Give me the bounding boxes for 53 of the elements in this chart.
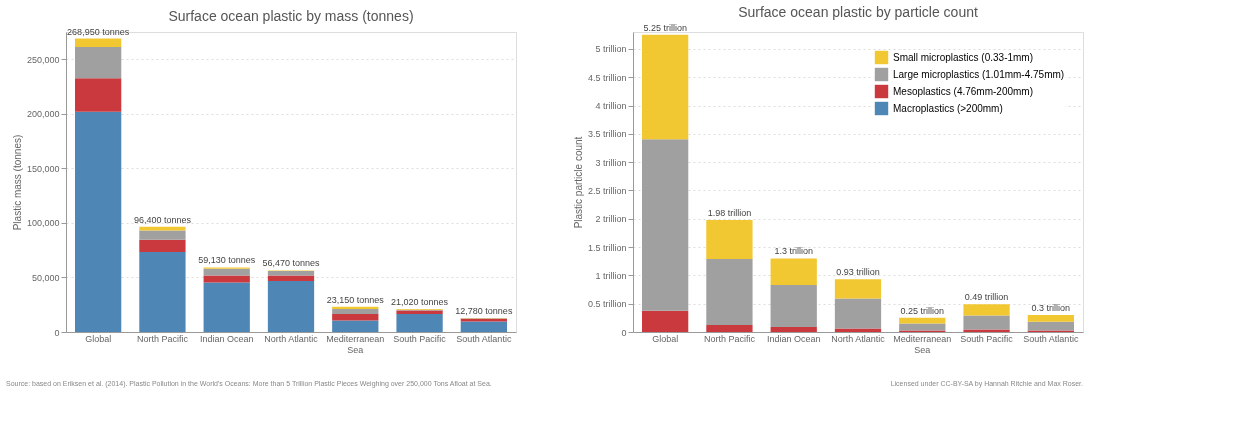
y-axis-title: Plastic mass (tonnes) xyxy=(11,134,23,231)
y-tick-label: 4 trillion xyxy=(595,101,627,112)
y-tick-label: 0 xyxy=(621,327,627,338)
y-tick-label: 3.5 trillion xyxy=(587,129,627,140)
x-tick-label: Mediterranean Sea xyxy=(893,333,952,355)
x-tick-label: North Pacific xyxy=(136,333,189,344)
total-label: 0.93 trillion xyxy=(836,267,880,278)
legend-label: Mesoplastics (4.76mm-200mm) xyxy=(893,85,1034,97)
legend-label: Macroplastics (>200mm) xyxy=(893,102,1003,114)
legend-label: Small microplastics (0.33-1mm) xyxy=(893,51,1034,63)
chart-title: Surface ocean plastic by particle count xyxy=(738,3,978,20)
x-tick-label: South Atlantic xyxy=(456,333,512,344)
chart-title: Surface ocean plastic by mass (tonnes) xyxy=(168,7,414,24)
x-tick-label: South Pacific xyxy=(960,333,1014,344)
y-tick-label: 5 trillion xyxy=(595,44,627,55)
y-tick-label: 250,000 xyxy=(26,54,60,65)
y-tick-label: 2.5 trillion xyxy=(587,185,627,196)
legend-label: Large microplastics (1.01mm-4.75mm) xyxy=(893,68,1065,80)
total-label: 12,780 tonnes xyxy=(455,306,513,317)
total-label: 268,950 tonnes xyxy=(67,26,130,37)
total-label: 59,130 tonnes xyxy=(198,255,256,266)
total-label: 0.25 trillion xyxy=(900,305,945,316)
total-label: 0.3 trillion xyxy=(1031,303,1071,314)
total-label: 1.98 trillion xyxy=(707,207,752,218)
y-tick-label: 1.5 trillion xyxy=(587,242,627,253)
y-tick-label: 0.5 trillion xyxy=(587,299,627,310)
x-tick-label: Indian Ocean xyxy=(766,333,821,344)
y-tick-label: 50,000 xyxy=(31,272,60,283)
x-tick-label: Global xyxy=(85,333,112,344)
total-label: 5.25 trillion xyxy=(643,22,687,33)
total-label: 96,400 tonnes xyxy=(133,214,192,225)
total-label: 56,470 tonnes xyxy=(262,258,321,269)
x-tick-label: North Atlantic xyxy=(831,333,886,344)
x-tick-label: North Atlantic xyxy=(264,333,319,344)
y-tick-label: 4.5 trillion xyxy=(587,72,627,83)
y-tick-label: 1 trillion xyxy=(595,270,627,281)
y-tick-label: 150,000 xyxy=(26,163,60,174)
total-label: 23,150 tonnes xyxy=(326,294,385,305)
total-label: 1.3 trillion xyxy=(774,246,813,257)
y-axis-title: Plastic particle count xyxy=(572,136,584,229)
x-tick-label: South Pacific xyxy=(393,333,447,344)
total-label: 0.49 trillion xyxy=(964,292,1009,303)
y-tick-label: 0 xyxy=(54,327,60,338)
y-tick-label: 2 trillion xyxy=(595,214,627,225)
total-label: 21,020 tonnes xyxy=(391,297,449,308)
x-tick-label: South Atlantic xyxy=(1023,333,1079,344)
x-tick-label: Global xyxy=(652,333,679,344)
y-tick-label: 100,000 xyxy=(26,218,60,229)
y-tick-label: 200,000 xyxy=(26,109,60,120)
x-tick-label: Indian Ocean xyxy=(199,333,254,344)
x-tick-label: Mediterranean Sea xyxy=(326,333,385,355)
x-tick-label: North Pacific xyxy=(703,333,756,344)
y-tick-label: 3 trillion xyxy=(595,157,627,168)
